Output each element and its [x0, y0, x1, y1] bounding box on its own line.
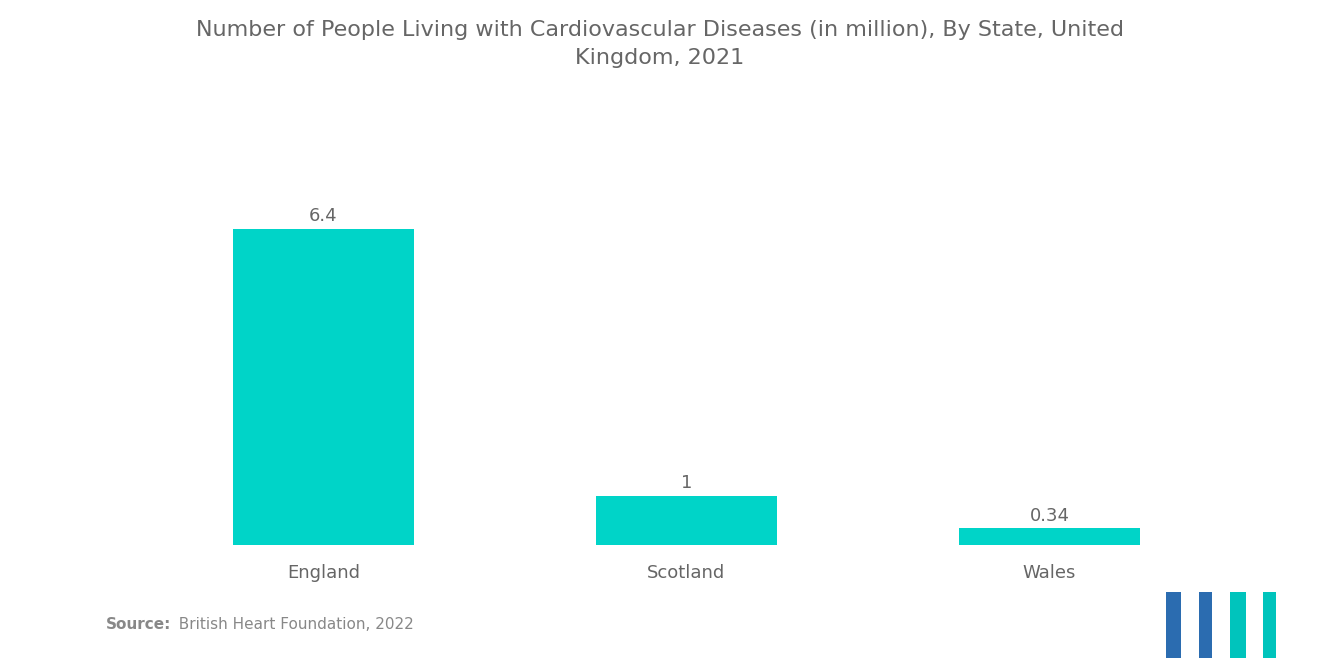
Polygon shape [1181, 592, 1199, 658]
Bar [958, 529, 1140, 545]
Polygon shape [1166, 592, 1212, 658]
Text: 1: 1 [681, 474, 692, 492]
Text: 0.34: 0.34 [1030, 507, 1069, 525]
Text: Source:: Source: [106, 616, 172, 632]
Polygon shape [1230, 592, 1276, 658]
Text: British Heart Foundation, 2022: British Heart Foundation, 2022 [169, 616, 413, 632]
Bar [232, 229, 414, 545]
Polygon shape [1246, 592, 1263, 658]
Text: Number of People Living with Cardiovascular Diseases (in million), By State, Uni: Number of People Living with Cardiovascu… [195, 20, 1125, 68]
Text: 6.4: 6.4 [309, 207, 338, 225]
Bar [595, 496, 777, 545]
